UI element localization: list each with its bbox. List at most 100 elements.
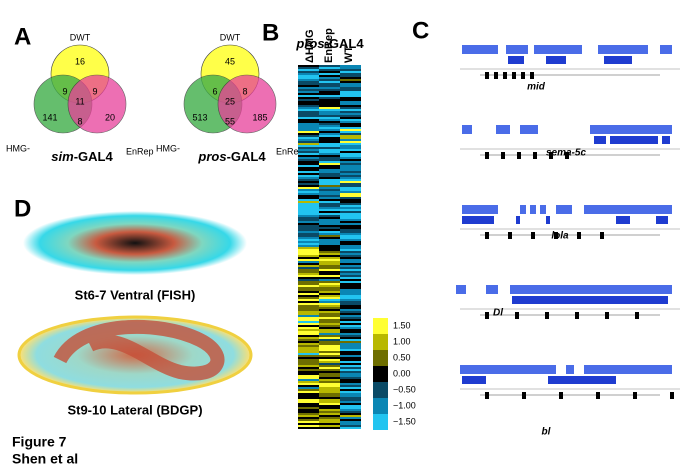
heatmap-cell bbox=[298, 321, 319, 323]
heatmap-cell bbox=[319, 103, 340, 105]
heatmap-cell bbox=[298, 267, 319, 269]
heatmap-cell bbox=[298, 393, 319, 395]
heatmap-cell bbox=[340, 81, 361, 83]
track-feature bbox=[610, 136, 658, 144]
heatmap-cell bbox=[298, 165, 319, 167]
heatmap-cell bbox=[340, 223, 361, 225]
heatmap-cell bbox=[298, 129, 319, 131]
heatmap-cell bbox=[298, 119, 319, 121]
heatmap-cell bbox=[319, 279, 340, 281]
heatmap-cell bbox=[298, 417, 319, 419]
heatmap-cell bbox=[319, 397, 340, 399]
heatmap-cell bbox=[319, 343, 340, 345]
heatmap-cell bbox=[319, 157, 340, 159]
heatmap-cell bbox=[340, 103, 361, 105]
heatmap-cell bbox=[298, 355, 319, 357]
heatmap-cell bbox=[319, 173, 340, 175]
heatmap-cell bbox=[340, 427, 361, 429]
heatmap-cell bbox=[340, 197, 361, 199]
heatmap-cell bbox=[319, 409, 340, 411]
heatmap-cell bbox=[298, 401, 319, 403]
heatmap-cell bbox=[298, 99, 319, 101]
heatmap-cell bbox=[298, 333, 319, 335]
heatmap-cell bbox=[340, 283, 361, 285]
heatmap-cell bbox=[319, 389, 340, 391]
heatmap-cell bbox=[340, 193, 361, 195]
heatmap-cell bbox=[298, 273, 319, 275]
heatmap-cell bbox=[298, 229, 319, 231]
heatmap-cell bbox=[298, 145, 319, 147]
heatmap-cell bbox=[298, 415, 319, 417]
heatmap-cell bbox=[319, 377, 340, 379]
heatmap-cell bbox=[340, 335, 361, 337]
heatmap-cell bbox=[298, 177, 319, 179]
heatmap-cell bbox=[319, 79, 340, 81]
heatmap-cell bbox=[319, 341, 340, 343]
heatmap-cell bbox=[298, 83, 319, 85]
track-feature bbox=[506, 45, 528, 54]
heatmap-cell bbox=[298, 225, 319, 227]
heatmap-cell bbox=[340, 209, 361, 211]
heatmap-cell bbox=[319, 291, 340, 293]
caption-italic: pros bbox=[295, 36, 324, 51]
heatmap-cell bbox=[298, 65, 319, 67]
heatmap-cell bbox=[340, 419, 361, 421]
heatmap-cell bbox=[298, 195, 319, 197]
heatmap-cell bbox=[340, 347, 361, 349]
heatmap-cell bbox=[340, 125, 361, 127]
venn-count: 6 bbox=[212, 86, 217, 96]
scale-label: 1.50 bbox=[393, 320, 411, 330]
heatmap-cell bbox=[340, 331, 361, 333]
heatmap-cell bbox=[298, 425, 319, 427]
gene-label: lola bbox=[551, 231, 569, 242]
heatmap-cell bbox=[319, 219, 340, 221]
heatmap-cell bbox=[319, 99, 340, 101]
heatmap-cell bbox=[340, 149, 361, 151]
heatmap-cell bbox=[340, 301, 361, 303]
heatmap-cell bbox=[298, 281, 319, 283]
heatmap-cell bbox=[340, 329, 361, 331]
heatmap-cell bbox=[340, 159, 361, 161]
heatmap-cell bbox=[319, 263, 340, 265]
heatmap-cell bbox=[340, 257, 361, 259]
column-label: EnRep bbox=[323, 28, 335, 63]
heatmap-cell bbox=[340, 147, 361, 149]
heatmap-cell bbox=[340, 361, 361, 363]
heatmap-cell bbox=[340, 181, 361, 183]
track-feature bbox=[510, 285, 672, 294]
heatmap-cell bbox=[298, 75, 319, 77]
track-feature bbox=[546, 216, 550, 224]
heatmap-cell bbox=[298, 377, 319, 379]
heatmap-cell bbox=[298, 167, 319, 169]
exon bbox=[503, 72, 507, 79]
heatmap-cell bbox=[298, 323, 319, 325]
exon bbox=[485, 312, 489, 319]
heatmap-cell bbox=[298, 209, 319, 211]
heatmap-cell bbox=[298, 249, 319, 251]
heatmap-cell bbox=[319, 339, 340, 341]
heatmap-cell bbox=[319, 233, 340, 235]
exon bbox=[517, 152, 521, 159]
heatmap-cell bbox=[319, 375, 340, 377]
heatmap-cell bbox=[319, 109, 340, 111]
exon bbox=[515, 312, 519, 319]
heatmap-cell bbox=[319, 271, 340, 273]
heatmap-cell bbox=[319, 395, 340, 397]
track-feature bbox=[616, 216, 630, 224]
heatmap-cell bbox=[319, 243, 340, 245]
heatmap-cell bbox=[340, 413, 361, 415]
venn-count: 141 bbox=[42, 112, 57, 122]
heatmap-cell bbox=[298, 253, 319, 255]
heatmap-cell bbox=[298, 81, 319, 83]
heatmap-cell bbox=[340, 195, 361, 197]
heatmap-cell bbox=[340, 285, 361, 287]
heatmap-cell bbox=[319, 77, 340, 79]
heatmap-cell bbox=[298, 413, 319, 415]
exon bbox=[501, 152, 505, 159]
heatmap-cell bbox=[340, 259, 361, 261]
heatmap-cell bbox=[319, 325, 340, 327]
heatmap-cell bbox=[340, 265, 361, 267]
venn-count: 25 bbox=[225, 96, 235, 106]
track-feature bbox=[556, 205, 572, 214]
panel-label: A bbox=[14, 23, 31, 50]
